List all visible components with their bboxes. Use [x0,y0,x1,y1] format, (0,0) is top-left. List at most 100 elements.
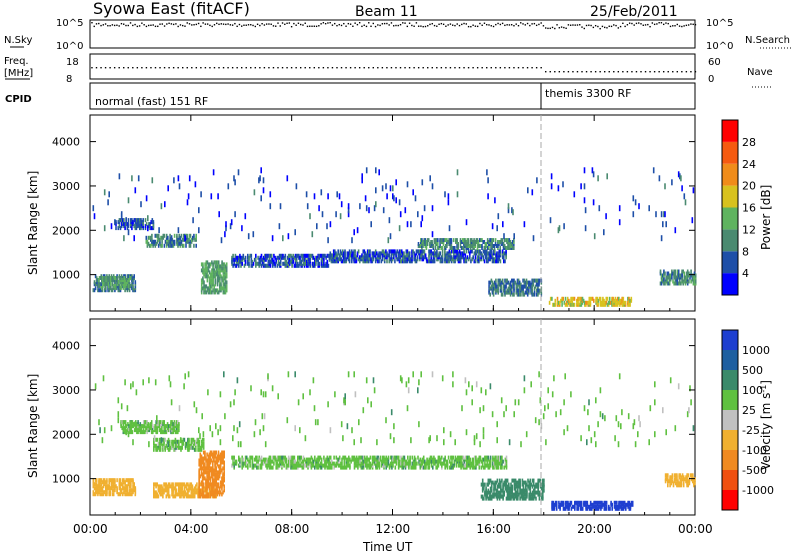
heatmap-cell [394,455,397,460]
heatmap-cell [457,242,459,246]
heatmap-cell [133,224,135,229]
heatmap-cell [205,290,208,295]
heatmap-cell [460,459,462,464]
heatmap-cell [428,457,431,462]
heatmap-cell [674,269,677,274]
heatmap-cell [612,296,614,301]
heatmap-cell [352,455,355,460]
heatmap-cell [190,482,193,487]
heatmap-cell [119,276,121,280]
heatmap-cell [195,233,197,238]
heatmap-cell [240,255,242,260]
heatmap-cell [454,255,456,260]
heatmap-cell [189,443,191,448]
heatmap-cell [211,278,213,283]
nsky-point [660,22,663,24]
heatmap-cell [215,466,217,471]
heatmap-cell [509,292,512,297]
nsky-point [411,24,413,27]
heatmap-cell [207,470,210,475]
nsky-point [574,24,576,26]
heatmap-cell [114,276,117,280]
heatmap-cell [284,253,287,258]
heatmap-cell [608,300,611,305]
heatmap-cell [505,278,507,283]
heatmap-cell [464,463,467,468]
freq-point [594,71,597,73]
heatmap-cell [126,274,129,279]
heatmap-cell [494,249,496,254]
heatmap-cell [200,262,203,267]
heatmap-cell [456,244,458,248]
heatmap-cell [210,492,213,497]
nsky-point [431,22,433,25]
heatmap-cell [375,167,377,174]
heatmap-cell [480,465,483,470]
heatmap-cell [495,455,498,460]
heatmap-cell [355,255,358,260]
nsky-point [118,25,120,27]
heatmap-cell [683,193,686,200]
heatmap-cell [127,197,130,204]
heatmap-cell [189,239,192,244]
heatmap-cell [509,486,511,491]
heatmap-cell [292,253,294,258]
heatmap-cell [301,253,304,258]
heatmap-cell [103,276,105,280]
nsky-point [393,25,395,27]
heatmap-cell [161,488,163,493]
heatmap-cell [93,482,96,487]
heatmap-cell [506,238,508,243]
heatmap-cell [123,276,126,280]
heatmap-cell [449,251,452,256]
heatmap-cell [449,246,452,250]
heatmap-cell [99,288,101,293]
heatmap-cell [357,249,360,254]
heatmap-cell [387,253,389,258]
heatmap-cell [514,280,516,285]
heatmap-cell [465,240,467,244]
freq-point [109,67,111,69]
heatmap-cell [206,270,209,275]
nsky-point [324,22,327,25]
nsky-point [145,25,148,28]
heatmap-cell [326,259,329,264]
heatmap-cell [411,465,414,470]
nsky-point [667,22,669,25]
heatmap-cell [292,455,294,460]
heatmap-cell [447,193,450,200]
heatmap-cell [250,263,253,268]
heatmap-cell [532,492,535,497]
heatmap-cell [517,278,520,283]
nsky-point [281,22,284,24]
heatmap-cell [587,300,589,305]
heatmap-cell [460,246,463,250]
heatmap-cell [128,478,131,483]
heatmap-cell [214,270,217,275]
heatmap-cell [469,238,472,243]
heatmap-cell [162,486,164,491]
heatmap-cell [318,253,321,258]
heatmap-cell [165,233,168,238]
heatmap-cell [217,193,219,200]
heatmap-cell [399,249,402,254]
heatmap-cell [522,494,525,499]
heatmap-cell [537,278,539,283]
heatmap-cell [504,284,506,289]
nsky-point [177,25,179,28]
heatmap-cell [479,249,481,254]
heatmap-cell [483,246,486,250]
heatmap-cell [435,238,438,243]
heatmap-cell [694,279,697,284]
freq-point [504,67,506,69]
heatmap-cell [121,420,123,425]
freq-point [145,67,148,69]
heatmap-cell [202,262,204,267]
heatmap-cell [469,246,472,250]
heatmap-cell [227,183,230,190]
heatmap-cell [138,424,140,429]
heatmap-cell [175,492,178,497]
heatmap-cell [468,455,470,460]
heatmap-cell [361,253,363,258]
heatmap-cell [414,457,417,462]
